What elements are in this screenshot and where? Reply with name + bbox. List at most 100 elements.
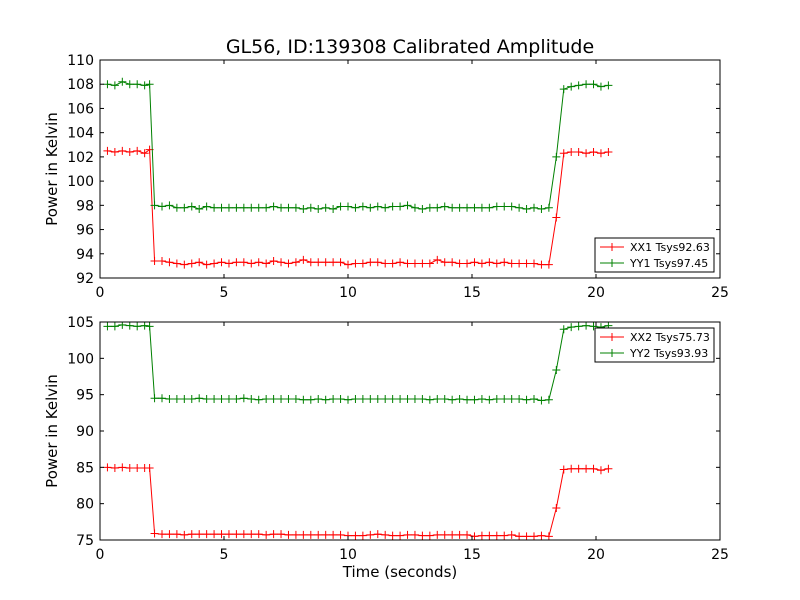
top-data-point <box>118 77 127 86</box>
bottom-data-point <box>463 395 472 404</box>
top-data-point <box>470 258 479 267</box>
top-data-point <box>195 204 204 213</box>
top-data-point <box>396 202 405 211</box>
bottom-data-point <box>284 395 293 404</box>
bottom-data-point <box>329 530 338 539</box>
top-data-point <box>589 148 598 157</box>
bottom-data-point <box>582 322 591 330</box>
bottom-data-point <box>470 395 479 404</box>
top-data-point <box>358 202 367 211</box>
bottom-data-point <box>150 529 159 538</box>
bottom-legend-label: YY2 Tsys93.93 <box>629 347 708 360</box>
top-data-point <box>314 258 323 267</box>
top-data-point <box>530 259 538 268</box>
bottom-data-point <box>344 395 352 404</box>
top-data-point <box>321 203 330 212</box>
top-data-point <box>165 258 174 267</box>
bottom-data-point <box>180 395 189 404</box>
bottom-data-point <box>537 396 546 405</box>
bottom-data-point <box>358 395 367 404</box>
top-data-point <box>103 80 112 89</box>
bottom-data-point <box>567 323 576 332</box>
top-data-point <box>125 80 134 89</box>
bottom-legend-box <box>594 327 715 363</box>
bottom-data-point <box>373 530 382 539</box>
top-data-point <box>262 259 271 268</box>
top-data-point <box>239 258 248 267</box>
bottom-data-point <box>403 395 412 404</box>
top-data-point <box>103 146 112 155</box>
bottom-data-point <box>321 530 330 539</box>
top-data-point <box>336 258 345 267</box>
bottom-data-point <box>254 530 263 539</box>
top-data-point <box>470 203 479 212</box>
bottom-data-point <box>366 395 375 404</box>
bottom-x-tick-label: 15 <box>463 547 481 563</box>
top-data-point <box>202 202 211 211</box>
bottom-y-tick-label: 80 <box>76 497 94 513</box>
bottom-data-point <box>269 530 278 539</box>
top-data-point <box>133 146 142 155</box>
bottom-data-point <box>165 530 174 539</box>
top-data-point <box>172 203 181 212</box>
top-x-tick-label: 25 <box>711 285 729 301</box>
top-data-point <box>448 203 457 212</box>
bottom-data-point <box>329 395 338 404</box>
top-legend: XX1 Tsys92.63 YY1 Tsys97.45 <box>594 237 715 273</box>
top-data-point <box>388 259 397 268</box>
bottom-data-point <box>515 532 524 540</box>
top-data-point <box>247 203 256 212</box>
top-y-tick-label: 110 <box>67 53 94 69</box>
bottom-data-point <box>140 322 149 330</box>
bottom-data-point <box>485 531 494 540</box>
bottom-data-point <box>299 395 308 404</box>
bottom-data-point <box>103 322 112 331</box>
top-data-point <box>344 260 352 269</box>
bottom-data-point <box>463 530 472 539</box>
top-data-point <box>314 204 323 213</box>
bottom-data-point <box>574 322 583 331</box>
bottom-data-point <box>180 530 189 539</box>
top-series-1 <box>103 145 613 269</box>
bottom-data-point <box>125 464 134 473</box>
top-data-point <box>187 259 196 268</box>
top-data-point <box>336 202 345 211</box>
bottom-data-point <box>133 464 142 473</box>
bottom-y-axis-label: Power in Kelvin <box>43 374 61 488</box>
top-data-point <box>500 258 509 267</box>
top-data-point <box>477 203 486 212</box>
bottom-data-point <box>366 530 375 539</box>
top-data-point <box>145 80 154 89</box>
bottom-data-point <box>515 395 524 404</box>
top-data-point <box>277 203 286 212</box>
bottom-data-point <box>381 395 390 404</box>
top-data-point <box>522 259 531 268</box>
top-data-point <box>410 259 419 268</box>
top-y-axis-label: Power in Kelvin <box>43 112 61 226</box>
top-y-tick-label: 108 <box>67 77 94 93</box>
bottom-y-tick-label: 85 <box>76 460 94 476</box>
top-data-point <box>582 80 591 89</box>
top-data-point <box>180 203 189 212</box>
top-data-point <box>125 148 134 157</box>
top-data-point <box>567 148 576 157</box>
top-data-point <box>291 203 300 212</box>
top-data-point <box>604 81 613 90</box>
top-data-point <box>418 259 427 268</box>
bottom-data-point <box>351 531 360 540</box>
top-data-point <box>217 258 226 267</box>
top-data-point <box>284 259 293 268</box>
bottom-data-point <box>306 530 315 539</box>
top-data-point <box>306 258 315 267</box>
top-data-point <box>596 149 605 158</box>
bottom-data-point <box>247 395 256 404</box>
bottom-data-point <box>125 322 134 330</box>
bottom-data-point <box>187 530 196 539</box>
top-x-tick-label: 20 <box>587 285 605 301</box>
top-data-point <box>448 258 457 267</box>
top-data-point <box>537 260 546 269</box>
bottom-data-point <box>388 395 397 404</box>
top-y-tick-label: 98 <box>76 198 94 214</box>
bottom-data-point <box>559 325 568 334</box>
